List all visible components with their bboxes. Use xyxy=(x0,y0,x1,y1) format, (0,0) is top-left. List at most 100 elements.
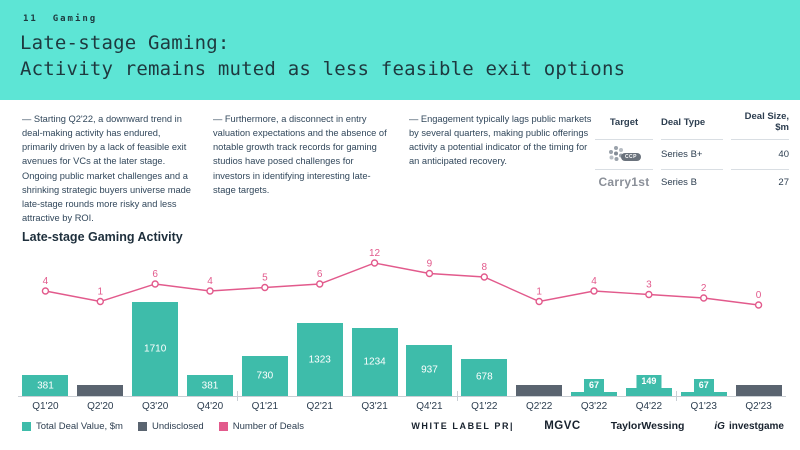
bar-value-label: 730 xyxy=(256,370,274,382)
chart-slot: 730 xyxy=(237,250,292,396)
deal-count-label: 8 xyxy=(482,262,488,273)
legend-item-total-deal-value: Total Deal Value, $m xyxy=(22,421,123,432)
deal-count-label: 5 xyxy=(262,273,268,284)
x-axis-line xyxy=(18,396,786,397)
table-row-deal-type: Series B xyxy=(661,176,697,188)
investgame-logo: iG investgame xyxy=(714,420,784,432)
deal-count-marker xyxy=(754,301,763,309)
bar-value-label: 678 xyxy=(475,371,493,383)
x-axis-tick-label: Q1'23 xyxy=(690,401,717,412)
deal-value-bar: 381 xyxy=(187,375,233,396)
header-band xyxy=(0,0,800,100)
deal-count-label: 3 xyxy=(646,280,652,291)
commentary-paragraph-1: — Starting Q2'22, a downward trend in de… xyxy=(22,114,191,223)
deal-count-label: 1 xyxy=(536,287,542,298)
deal-value-bar: 1323 xyxy=(296,323,343,396)
teal-swatch-icon xyxy=(22,422,31,431)
taylor-wessing-logo: TaylorWessing xyxy=(610,420,685,432)
slide-title-line1: Late-stage Gaming: xyxy=(20,32,230,54)
legend-label: Total Deal Value, $m xyxy=(36,421,123,432)
bar-value-label: 149 xyxy=(636,374,662,388)
x-axis-tick-label: Q3'21 xyxy=(361,401,388,412)
commentary-columns: — Starting Q2'22, a downward trend in de… xyxy=(22,112,592,225)
partner-logos: WHITE LABEL PR| MGVC TaylorWessing iG inv… xyxy=(411,420,784,432)
x-axis-tick-label: Q4'21 xyxy=(416,401,443,412)
table-row-deal-size: 27 xyxy=(778,176,789,188)
table-row-deal-size: 40 xyxy=(731,140,789,170)
x-axis-tick-label: Q1'22 xyxy=(471,401,498,412)
chart-slot xyxy=(73,250,128,396)
x-axis-tick-label: Q2'22 xyxy=(525,401,553,412)
carry1st-logo: Carry1st xyxy=(598,175,650,189)
deal-count-marker xyxy=(370,259,379,267)
bar-value-label: 1323 xyxy=(308,354,331,366)
deal-value-bar: 67 xyxy=(571,379,618,396)
chart-slot xyxy=(512,250,567,396)
deal-value-bar: 67 xyxy=(680,379,727,396)
deal-value-bar: 678 xyxy=(461,358,508,396)
legend-label: Undisclosed xyxy=(151,421,204,432)
year-separator-tick xyxy=(237,391,239,401)
deal-count-label: 4 xyxy=(43,276,49,287)
deal-count-marker xyxy=(535,297,543,306)
white-label-pr-logo: WHITE LABEL PR| xyxy=(411,421,515,431)
deal-count-line xyxy=(45,262,759,306)
bar-value-label: 1234 xyxy=(363,356,386,368)
bar-value-label: 381 xyxy=(37,380,54,392)
undisclosed-bar xyxy=(735,385,782,396)
deal-value-bar: 937 xyxy=(406,344,453,396)
page-number: 11 Gaming xyxy=(23,14,97,24)
table-row-target-logo: Carry1st xyxy=(595,170,653,195)
x-axis-tick-label: Q3'20 xyxy=(141,401,169,412)
number-of-deals-line-chart: 4 1 6 4 5 6 12 9 8 1 4 3 2 0 xyxy=(41,248,763,309)
undisclosed-bar xyxy=(77,385,124,396)
ccp-games-logo: CCP xyxy=(607,145,641,163)
undisclosed-bar xyxy=(516,385,563,396)
deal-count-marker xyxy=(590,287,598,295)
deal-value-bar: 381 xyxy=(22,375,69,396)
deals-table-header-target: Target xyxy=(595,106,653,140)
deal-count-label: 12 xyxy=(369,248,381,259)
deal-count-marker xyxy=(151,280,159,288)
chart-slot: 149 xyxy=(621,250,676,396)
deal-count-label: 0 xyxy=(756,290,762,301)
section-label: Gaming xyxy=(52,14,98,24)
deals-table-header-deal-size: Deal Size, $m xyxy=(731,106,789,140)
deal-count-label: 2 xyxy=(701,283,707,294)
gray-swatch-icon xyxy=(137,422,147,431)
deal-count-marker xyxy=(425,269,434,278)
chart-slot: 381 xyxy=(18,250,73,396)
chart-legend: Total Deal Value, $m Undisclosed Number … xyxy=(22,421,304,432)
table-row-target-logo: CCP xyxy=(595,140,653,170)
chart-slot: 67 xyxy=(567,250,622,396)
commentary-paragraph-3: — Engagement typically lags public marke… xyxy=(409,114,592,167)
deals-table-header-deal-type: Deal Type xyxy=(661,106,723,140)
bar-value-label: 67 xyxy=(693,379,714,393)
x-axis-tick-label: Q1'21 xyxy=(251,401,279,412)
bar-value-label: 381 xyxy=(201,380,219,392)
slide-title-line2: Activity remains muted as less feasible … xyxy=(20,57,626,80)
chart-slot xyxy=(731,250,786,396)
x-axis-labels: Q1'20 Q2'20 Q3'20 Q4'20 Q1'21 Q2'21 Q3'21 Q4'21… xyxy=(18,401,786,412)
deal-count-marker xyxy=(700,294,708,302)
chart-slot: 1710 xyxy=(128,250,183,396)
deal-count-marker xyxy=(316,280,324,288)
investgame-icon: iG xyxy=(714,420,725,432)
chart-slot: 1234 xyxy=(347,250,402,396)
legend-label: Number of Deals xyxy=(232,421,304,432)
deal-count-label: 9 xyxy=(427,259,433,270)
x-axis-tick-label: Q3'22 xyxy=(580,401,608,412)
deal-count-marker xyxy=(41,287,50,295)
commentary-paragraph-2: — Furthermore, a disconnect in entry val… xyxy=(213,114,387,195)
deal-count-marker xyxy=(645,290,653,299)
deal-count-marker xyxy=(261,283,269,292)
slide-title: Late-stage Gaming: Activity remains mute… xyxy=(20,31,625,82)
chart-slot: 67 xyxy=(676,250,731,396)
deal-count-label: 6 xyxy=(152,269,158,280)
chart-bars-area: 381 1710 381 730 1323 1234 937 678 67 149 67 xyxy=(18,250,786,396)
legend-item-undisclosed: Undisclosed xyxy=(137,421,204,432)
deal-count-label: 4 xyxy=(207,276,213,287)
bar-value-label: 937 xyxy=(421,364,438,376)
deal-count-marker xyxy=(480,273,488,281)
